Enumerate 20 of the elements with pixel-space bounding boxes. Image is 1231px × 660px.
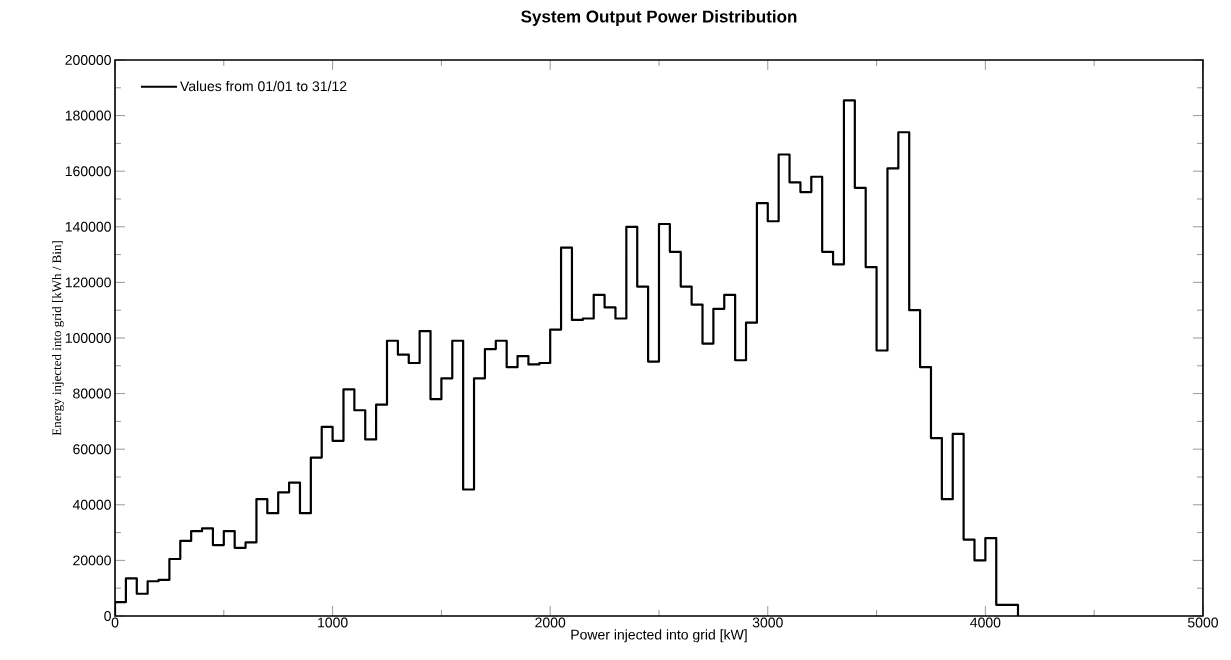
legend-label: Values from 01/01 to 31/12: [180, 80, 347, 92]
y-tick-label: 20000: [73, 555, 111, 566]
x-tick-label: 5000: [1187, 617, 1218, 628]
y-tick-label: 200000: [65, 55, 111, 65]
x-tick-label: 2000: [535, 617, 566, 628]
x-tick-label: 3000: [752, 617, 783, 628]
y-tick-label: 140000: [65, 221, 111, 232]
x-tick-label: 1000: [318, 617, 348, 628]
chart-title: System Output Power Distribution: [521, 10, 797, 26]
y-tick-label: 60000: [73, 444, 111, 455]
x-tick-label: 0: [111, 617, 119, 628]
y-tick-label: 40000: [72, 499, 111, 510]
x-tick-label: 4000: [970, 617, 1001, 628]
y-tick-label: 160000: [65, 166, 111, 177]
y-tick-label: 100000: [65, 333, 111, 343]
y-tick-label: 80000: [73, 388, 111, 399]
y-tick-label: 180000: [65, 110, 111, 121]
y-tick-label: 120000: [65, 277, 111, 288]
y-axis-title: Energy injected into grid [kWh / Bin]: [52, 241, 64, 436]
x-axis-title: Power injected into grid [kW]: [571, 629, 747, 643]
